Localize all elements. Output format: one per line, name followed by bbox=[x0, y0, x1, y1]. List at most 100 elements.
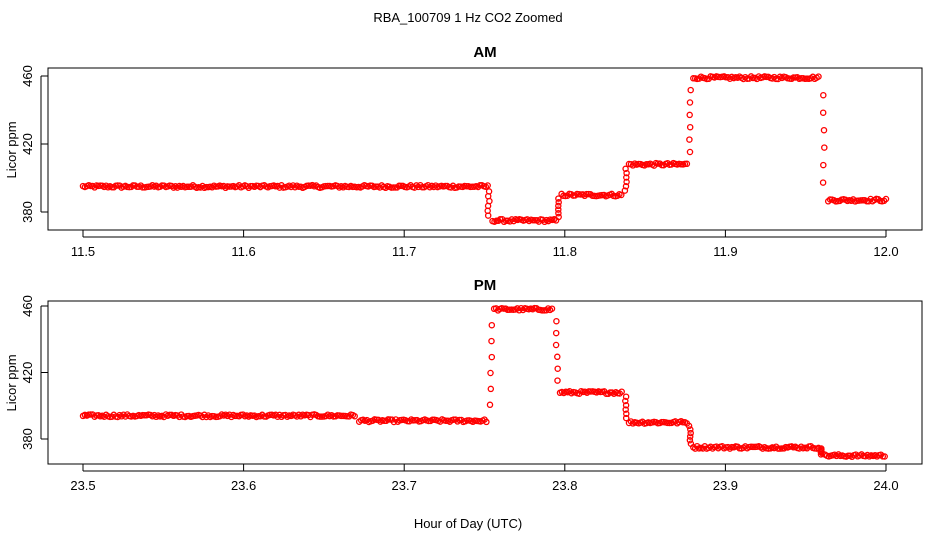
data-point bbox=[687, 86, 694, 94]
data-point bbox=[483, 418, 490, 426]
data-point bbox=[622, 183, 630, 190]
data-point bbox=[552, 341, 560, 349]
data-point bbox=[819, 450, 826, 457]
data-point bbox=[687, 426, 694, 433]
data-point bbox=[623, 174, 630, 181]
data-point bbox=[622, 406, 629, 413]
x-axis-label: Hour of Day (UTC) bbox=[414, 516, 522, 531]
data-point bbox=[820, 161, 827, 169]
data-point bbox=[488, 337, 495, 345]
data-point bbox=[622, 414, 630, 422]
data-point bbox=[686, 99, 694, 106]
panel-pm: PM Licor ppm 23.5 23.6 23.7 23.8 23.9 24.0 380… bbox=[4, 277, 923, 493]
plot-area-am: 11.5 11.6 11.7 11.8 11.9 12.0 380 420 460 bbox=[20, 65, 923, 259]
y-tick-label: 460 bbox=[20, 65, 35, 87]
x-tick-label: 11.5 bbox=[71, 244, 95, 259]
data-point bbox=[686, 433, 694, 440]
x-tick-label: 23.6 bbox=[231, 478, 256, 493]
data-point bbox=[555, 199, 562, 206]
data-point bbox=[555, 195, 562, 202]
data-point bbox=[618, 191, 625, 199]
y-axis-label-am: Licor ppm bbox=[4, 121, 19, 178]
data-point bbox=[486, 401, 494, 409]
data-point bbox=[687, 440, 695, 447]
data-point bbox=[623, 410, 630, 418]
data-point bbox=[487, 369, 494, 377]
data-point bbox=[817, 448, 825, 456]
data-point bbox=[484, 212, 492, 219]
data-point bbox=[555, 213, 562, 221]
data-point bbox=[654, 160, 662, 167]
y-tick-label: 380 bbox=[20, 201, 35, 223]
data-point bbox=[882, 195, 890, 203]
plot-frame bbox=[47, 67, 923, 231]
y-tick-label: 380 bbox=[20, 428, 35, 450]
data-point bbox=[622, 397, 629, 405]
data-point bbox=[488, 321, 496, 329]
data-point bbox=[686, 136, 693, 143]
main-title: RBA_100709 1 Hz CO2 Zoomed bbox=[373, 10, 562, 25]
panel-title-pm: PM bbox=[474, 277, 497, 294]
data-point bbox=[555, 202, 562, 210]
x-tick-label: 11.8 bbox=[553, 244, 577, 259]
x-tick-label: 24.0 bbox=[873, 478, 898, 493]
data-point bbox=[623, 169, 630, 177]
data-point bbox=[820, 91, 827, 99]
data-point bbox=[686, 111, 693, 119]
plot-frame bbox=[47, 300, 923, 465]
data-point bbox=[548, 305, 556, 312]
data-point bbox=[487, 385, 495, 393]
x-tick-label: 11.7 bbox=[392, 244, 416, 259]
data-point bbox=[554, 377, 561, 384]
data-point bbox=[488, 353, 496, 361]
data-point bbox=[372, 183, 380, 190]
data-point bbox=[554, 353, 561, 361]
data-point bbox=[623, 178, 630, 186]
data-point bbox=[621, 187, 629, 194]
x-tick-label: 23.9 bbox=[713, 478, 738, 493]
data-point bbox=[622, 165, 629, 173]
data-point bbox=[583, 190, 590, 198]
data-point bbox=[622, 393, 630, 400]
y-tick-label: 420 bbox=[20, 362, 35, 384]
data-point bbox=[686, 123, 694, 131]
data-point bbox=[484, 182, 491, 189]
data-point bbox=[553, 317, 560, 325]
data-point bbox=[687, 429, 694, 437]
data-point bbox=[821, 144, 828, 151]
data-point bbox=[819, 109, 827, 116]
data-point bbox=[685, 422, 693, 430]
data-point bbox=[820, 126, 828, 134]
y-tick-label: 420 bbox=[20, 133, 35, 155]
data-point bbox=[815, 73, 822, 80]
x-tick-label: 11.9 bbox=[713, 244, 737, 259]
data-point bbox=[683, 160, 691, 168]
x-tick-label: 23.8 bbox=[552, 478, 577, 493]
plot-area-pm: 23.5 23.6 23.7 23.8 23.9 24.0 380 420 460 bbox=[20, 295, 923, 493]
data-points bbox=[79, 73, 890, 226]
data-point bbox=[622, 402, 630, 409]
data-point bbox=[686, 148, 694, 156]
data-point bbox=[618, 388, 625, 395]
data-point bbox=[881, 453, 888, 460]
panel-am: AM Licor ppm 11.5 11.6 11.7 11.8 11.9 12.0 380… bbox=[4, 44, 923, 259]
x-tick-label: 23.7 bbox=[392, 478, 417, 493]
x-tick-label: 11.6 bbox=[231, 244, 255, 259]
data-point bbox=[817, 451, 825, 458]
data-point bbox=[555, 209, 562, 217]
data-point bbox=[749, 443, 757, 451]
data-point bbox=[552, 329, 560, 337]
y-tick-label: 460 bbox=[20, 295, 35, 317]
data-point bbox=[231, 412, 239, 420]
panel-title-am: AM bbox=[473, 44, 496, 61]
data-point bbox=[351, 412, 358, 420]
x-tick-label: 23.5 bbox=[70, 478, 95, 493]
data-point bbox=[139, 184, 146, 191]
data-point bbox=[819, 179, 827, 186]
data-point bbox=[686, 436, 694, 444]
data-point bbox=[555, 206, 562, 213]
data-point bbox=[554, 365, 561, 372]
data-points bbox=[79, 304, 888, 461]
